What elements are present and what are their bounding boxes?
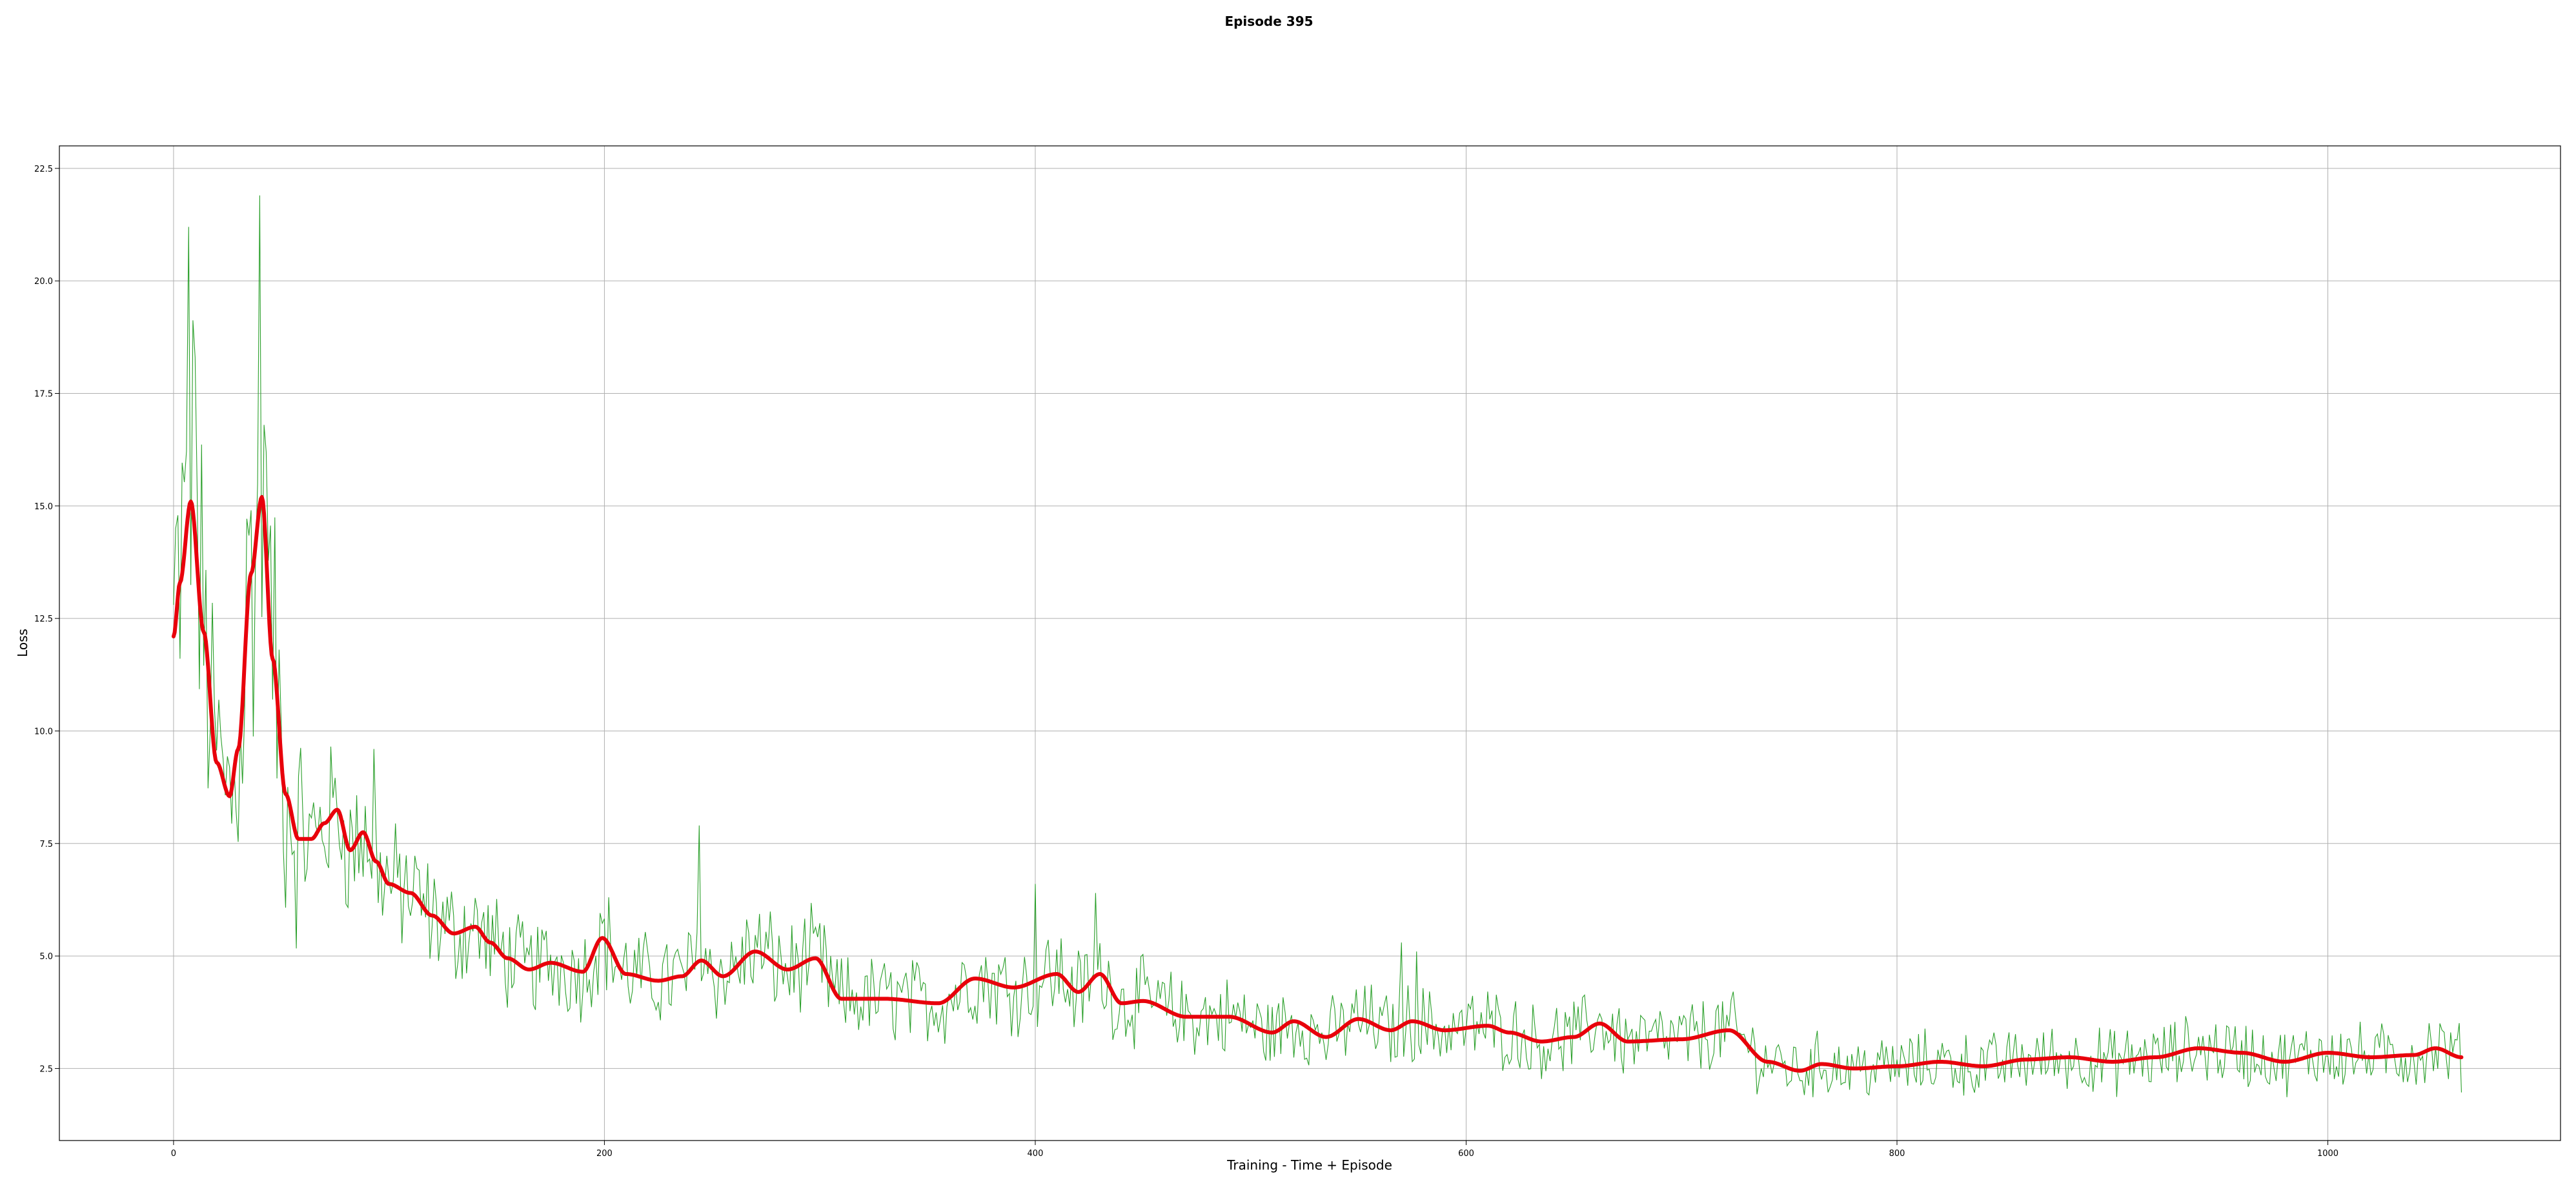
x-tick-label: 600 [1458,1149,1474,1159]
x-tick-label: 0 [171,1149,176,1159]
x-tick-label: 800 [1889,1149,1905,1159]
x-tick-label: 400 [1028,1149,1044,1159]
smoothed-loss-series [171,494,2464,1073]
y-tick-label: 5.0 [39,952,53,962]
y-axis-label: Loss [15,629,30,657]
plot-frame [59,145,2561,1141]
raw-loss-series [173,195,2462,1097]
y-tick-label: 17.5 [34,390,53,400]
x-axis-label: Training - Time + Episode [1226,1157,1392,1173]
y-tick-label: 2.5 [39,1064,53,1074]
y-tick-label: 10.0 [34,727,53,736]
tick-layer: 0 200 400 600 800 1000 2.5 5.0 7.5 10.0 12.5 15.0 17… [34,165,2338,1159]
y-tick-label: 7.5 [39,840,53,849]
y-tick-label: 15.0 [34,502,53,512]
y-tick-label: 12.5 [34,614,53,624]
x-tick-label: 1000 [2317,1149,2338,1159]
chart-title: Episode 395 [1224,14,1313,29]
y-tick-label: 22.5 [34,165,53,174]
y-tick-label: 20.0 [34,277,53,287]
raw-loss-line [173,195,2462,1097]
grid-layer [59,146,2561,1141]
x-tick-label: 200 [596,1149,613,1159]
smoothed-loss-line [171,494,2464,1073]
